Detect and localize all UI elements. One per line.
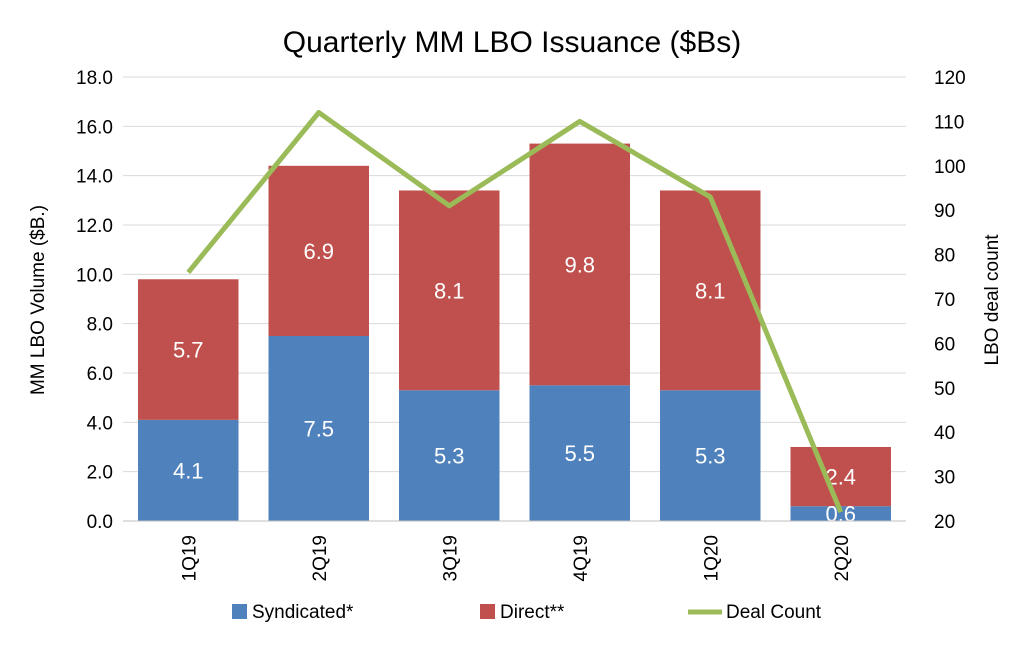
legend-label: Direct** — [500, 602, 565, 623]
bar-value-label: 8.1 — [434, 278, 465, 303]
bar-syndicated — [529, 385, 630, 521]
deal-count-line — [186, 110, 844, 514]
bar-syndicated — [268, 336, 369, 521]
bar-syndicated — [399, 390, 500, 521]
y-left-tick-label: 18.0 — [76, 68, 113, 89]
y-right-tick-label: 90 — [934, 201, 955, 222]
x-tick-label: 2Q20 — [832, 535, 853, 581]
bar-value-label: 5.3 — [695, 444, 726, 469]
y-left-tick-label: 2.0 — [87, 463, 113, 484]
bar-direct — [790, 447, 891, 507]
x-tick-label: 1Q20 — [701, 535, 722, 581]
y-right-tick-label: 80 — [934, 246, 955, 267]
y-left-tick-label: 16.0 — [76, 117, 113, 138]
x-tick-label: 1Q19 — [179, 535, 200, 581]
legend-swatch — [480, 604, 495, 619]
legend-label: Syndicated* — [252, 602, 354, 623]
bar-value-label: 5.5 — [564, 441, 595, 466]
legend-swatch — [232, 604, 247, 619]
x-tick-label: 3Q19 — [440, 535, 461, 581]
y-left-tick-label: 10.0 — [76, 265, 113, 286]
y-right-tick-label: 60 — [934, 334, 955, 355]
bar-labels: 4.15.77.56.95.38.15.59.85.38.10.62.4 — [173, 239, 856, 527]
bar-value-label: 0.6 — [825, 502, 856, 527]
x-tick-label: 4Q19 — [571, 535, 592, 581]
y-left-tick-label: 4.0 — [87, 413, 113, 434]
bar-value-label: 4.1 — [173, 458, 204, 483]
y-right-tick-label: 20 — [934, 512, 955, 533]
y-left-axis-title: MM LBO Volume ($B.) — [28, 205, 49, 395]
gridlines — [123, 76, 906, 522]
bar-value-label: 5.3 — [434, 444, 465, 469]
y-right-tick-label: 70 — [934, 290, 955, 311]
x-tick-label: 2Q19 — [310, 535, 331, 581]
y-right-tick-label: 50 — [934, 379, 955, 400]
y-left-tick-label: 8.0 — [87, 315, 113, 336]
bar-direct — [399, 190, 500, 391]
y-left-tick-label: 14.0 — [76, 167, 113, 188]
y-right-tick-label: 40 — [934, 423, 955, 444]
y-right-tick-label: 30 — [934, 468, 955, 489]
bars — [138, 143, 891, 521]
y-left-tick-label: 12.0 — [76, 216, 113, 237]
bar-direct — [138, 279, 239, 420]
y-left-tick-label: 0.0 — [87, 512, 113, 533]
y-right-tick-label: 120 — [934, 68, 966, 89]
legend: Syndicated* Direct** Deal Count — [232, 602, 822, 623]
deal-count-line-group — [186, 110, 844, 514]
legend-label: Deal Count — [726, 602, 822, 623]
axes: 0.0 2.0 4.0 6.0 8.0 10.0 12.0 14.0 16.0 18.0 20 30 4… — [76, 68, 966, 581]
bar-syndicated — [790, 506, 891, 521]
bar-syndicated — [660, 390, 761, 521]
bar-value-label: 6.9 — [303, 239, 334, 264]
y-right-axis-title: LBO deal count — [982, 234, 1003, 366]
bar-value-label: 7.5 — [303, 417, 334, 442]
bar-direct — [268, 165, 369, 336]
bar-value-label: 5.7 — [173, 338, 204, 363]
bar-value-label: 9.8 — [564, 252, 595, 277]
bar-direct — [529, 143, 630, 386]
y-left-tick-label: 6.0 — [87, 364, 113, 385]
chart-title: Quarterly MM LBO Issuance ($Bs) — [283, 26, 741, 59]
y-right-tick-label: 110 — [934, 112, 964, 133]
bar-value-label: 8.1 — [695, 278, 726, 303]
bar-syndicated — [138, 419, 239, 521]
bar-direct — [660, 190, 761, 391]
y-right-tick-label: 100 — [934, 157, 966, 178]
